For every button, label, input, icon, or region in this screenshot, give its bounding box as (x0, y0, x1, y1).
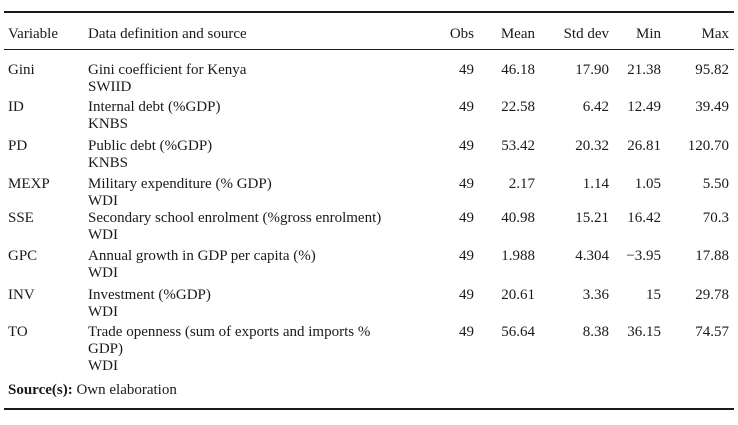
table-cell-min: 15 (646, 287, 661, 303)
header-definition: Data definition and source (88, 26, 247, 42)
table-cell-std-dev: 1.14 (582, 176, 609, 192)
header-std-dev: Std dev (563, 26, 609, 42)
table-cell-variable: Gini (8, 62, 35, 78)
table-cell-max: 5.50 (702, 176, 729, 192)
table-cell-std-dev: 6.42 (582, 99, 609, 115)
table-cell-mean: 22.58 (501, 99, 535, 115)
table-cell-obs: 49 (459, 62, 474, 78)
table-cell-variable: PD (8, 138, 28, 154)
table-cell-source: KNBS (88, 155, 129, 171)
table-cell-definition: Secondary school enrolment (%gross enrol… (88, 210, 382, 226)
table-cell-obs: 49 (459, 287, 474, 303)
table-cell-obs: 49 (459, 99, 474, 115)
table-cell-source: WDI (88, 193, 118, 209)
table-cell-definition: Trade openness (sum of exports and impor… (88, 324, 371, 340)
table-cell-variable: INV (8, 287, 35, 303)
table-cell-obs: 49 (459, 324, 474, 340)
table-cell-mean: 40.98 (501, 210, 535, 226)
table-cell-max: 74.57 (695, 324, 729, 340)
table-cell-std-dev: 4.304 (575, 248, 609, 264)
table-cell-min: 12.49 (627, 99, 661, 115)
table-cell-mean: 20.61 (501, 287, 535, 303)
source-label: Source(s): (8, 382, 73, 398)
table-cell-definition: Internal debt (%GDP) (88, 99, 221, 115)
table-cell-std-dev: 15.21 (575, 210, 609, 226)
table-cell-max: 95.82 (695, 62, 729, 78)
table-cell-max: 39.49 (695, 99, 729, 115)
table-cell-definition: Annual growth in GDP per capita (%) (88, 248, 316, 264)
table-cell-definition: Public debt (%GDP) (88, 138, 213, 154)
table-cell-variable: MEXP (8, 176, 50, 192)
table-header-rule (4, 49, 734, 50)
table-cell-std-dev: 17.90 (575, 62, 609, 78)
table-cell-mean: 2.17 (508, 176, 535, 192)
table-cell-max: 29.78 (695, 287, 729, 303)
table-cell-source: WDI (88, 265, 118, 281)
table-cell-min: −3.95 (626, 248, 661, 264)
table-cell-obs: 49 (459, 210, 474, 226)
table-cell-mean: 46.18 (501, 62, 535, 78)
table-cell-mean: 53.42 (501, 138, 535, 154)
table-top-rule (4, 11, 734, 13)
table-bottom-rule (4, 408, 734, 410)
table-cell-mean: 1.988 (501, 248, 535, 264)
table-cell-source: WDI (88, 304, 118, 320)
table-cell-max: 17.88 (695, 248, 729, 264)
table-cell-definition: Gini coefficient for Kenya (88, 62, 247, 78)
table-cell-min: 36.15 (627, 324, 661, 340)
table-cell-source: KNBS (88, 116, 129, 132)
table-cell-source: WDI (88, 227, 118, 243)
table-cell-definition: Military expenditure (% GDP) (88, 176, 272, 192)
table-cell-variable: ID (8, 99, 24, 115)
header-min: Min (635, 26, 661, 42)
source-note: Source(s): Own elaboration (8, 382, 177, 399)
table-cell-source: SWIID (88, 79, 132, 95)
table-cell-max: 120.70 (687, 138, 729, 154)
table-cell-variable: TO (8, 324, 28, 340)
header-max: Max (701, 26, 730, 42)
table-cell-min: 16.42 (627, 210, 661, 226)
header-obs: Obs (449, 26, 474, 42)
table-cell-obs: 49 (459, 176, 474, 192)
table-cell-min: 1.05 (634, 176, 661, 192)
table-cell-min: 26.81 (627, 138, 661, 154)
table-cell-max: 70.3 (702, 210, 729, 226)
table-cell-min: 21.38 (627, 62, 661, 78)
table-cell-definition-cont: GDP) (88, 341, 124, 357)
table-cell-variable: SSE (8, 210, 34, 226)
table-cell-obs: 49 (459, 138, 474, 154)
table-cell-std-dev: 20.32 (575, 138, 609, 154)
table-cell-source: WDI (88, 358, 118, 374)
table-cell-definition: Investment (%GDP) (88, 287, 211, 303)
table-cell-mean: 56.64 (501, 324, 535, 340)
table-cell-std-dev: 3.36 (582, 287, 609, 303)
source-text: Own elaboration (76, 382, 177, 398)
table-cell-variable: GPC (8, 248, 38, 264)
table-cell-obs: 49 (459, 248, 474, 264)
table-cell-std-dev: 8.38 (582, 324, 609, 340)
header-mean: Mean (500, 26, 535, 42)
header-variable: Variable (8, 26, 58, 42)
